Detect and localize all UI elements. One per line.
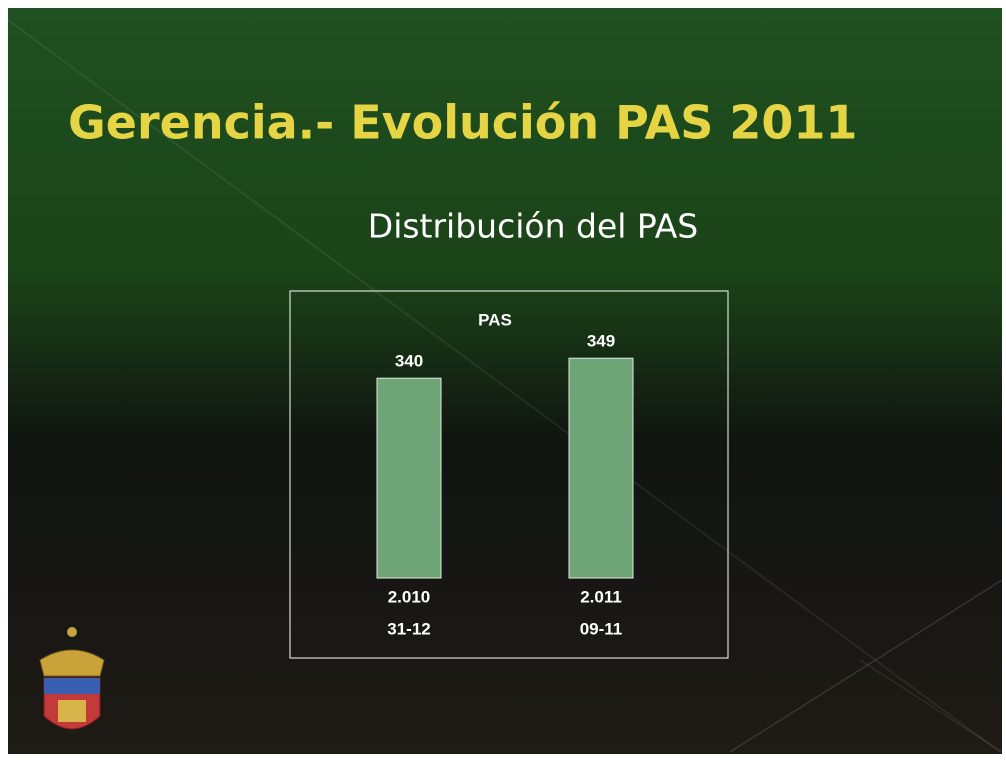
x-tick-label: 31-12 (387, 619, 430, 638)
crest (39, 627, 105, 730)
data-label: 340 (395, 352, 423, 371)
data-label: 349 (587, 332, 615, 351)
x-tick-label: 2.010 (388, 587, 431, 606)
bar (376, 377, 442, 579)
chart-frame (289, 290, 729, 659)
decor-line (7, 19, 1001, 753)
x-tick-label: 2.011 (580, 587, 622, 606)
bar (568, 357, 634, 579)
chart-title: PAS (478, 310, 512, 329)
decor-line (859, 659, 1003, 753)
x-tick-label: 09-11 (580, 619, 623, 638)
decor-line (729, 579, 1003, 753)
slide-subtitle: Distribución del PAS (368, 207, 698, 246)
slide-title: Gerencia.- Evolución PAS 2011 (68, 96, 857, 150)
background (8, 8, 1002, 754)
